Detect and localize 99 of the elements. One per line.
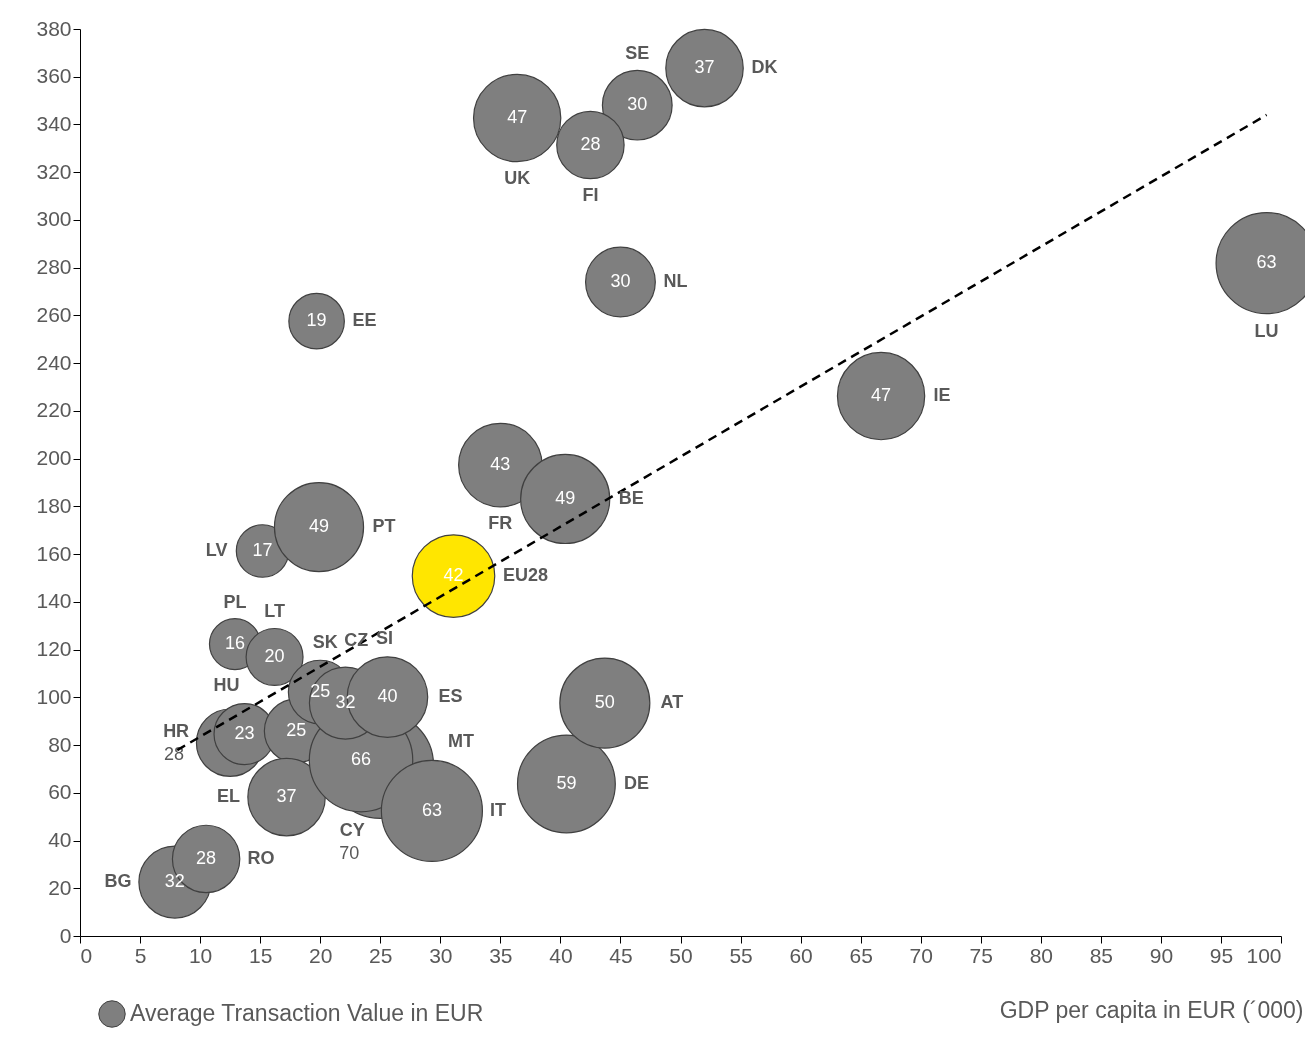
data-label: 30 xyxy=(627,94,648,115)
annotation: EL xyxy=(217,786,241,807)
data-label: 23 xyxy=(234,723,255,744)
data-label: 19 xyxy=(306,310,327,331)
y-tick-label: 280 xyxy=(36,255,72,279)
data-label: 49 xyxy=(308,516,330,537)
annotation: HR xyxy=(163,720,190,741)
x-tick-label: 75 xyxy=(969,943,993,967)
data-label: 28 xyxy=(164,743,185,764)
data-label: 16 xyxy=(224,633,245,654)
data-label: 30 xyxy=(610,271,631,292)
data-label: 63 xyxy=(1256,252,1277,273)
y-tick-label: 140 xyxy=(36,589,72,613)
annotation: UK xyxy=(504,168,531,189)
y-tick-label: 200 xyxy=(36,446,72,470)
y-tick-label: 320 xyxy=(36,159,72,183)
x-tick-label: 100 xyxy=(1246,943,1282,967)
x-tick-label: 60 xyxy=(789,943,813,967)
data-label: 28 xyxy=(196,847,217,868)
annotation: AT xyxy=(660,692,684,713)
x-tick-label: 95 xyxy=(1209,943,1234,967)
data-label: 17 xyxy=(252,540,273,560)
annotation: PL xyxy=(223,592,247,613)
annotation: SI xyxy=(375,628,393,649)
data-label: 37 xyxy=(276,786,297,807)
y-tick-label: 120 xyxy=(36,637,72,661)
annotation: SK xyxy=(312,631,338,652)
annotation: HU xyxy=(213,675,240,696)
y-tick-label: 220 xyxy=(36,398,72,422)
annotation: LU xyxy=(1254,321,1279,342)
annotation: DK xyxy=(751,57,778,78)
annotation: EE xyxy=(352,310,377,331)
annotation: LT xyxy=(264,600,285,621)
annotation: LV xyxy=(205,540,228,560)
x-tick-label: 55 xyxy=(729,943,753,967)
annotation: SE xyxy=(625,43,650,64)
data-label: 32 xyxy=(335,692,356,713)
x-tick-label: 90 xyxy=(1149,943,1174,967)
annotation: FR xyxy=(488,513,513,534)
x-tick-label: 10 xyxy=(188,943,213,967)
annotation: IE xyxy=(933,385,951,406)
data-label: 47 xyxy=(871,385,892,406)
data-label: 49 xyxy=(555,487,576,508)
annotation: FI xyxy=(582,185,599,205)
y-tick-label: 360 xyxy=(36,64,72,88)
y-tick-label: 20 xyxy=(48,875,72,899)
annotation: PT xyxy=(372,516,396,537)
annotation: DE xyxy=(623,772,649,793)
data-label: 42 xyxy=(443,565,464,586)
x-axis-title: GDP per capita in EUR (´000) xyxy=(999,996,1304,1023)
annotation: CY xyxy=(339,820,365,841)
y-tick-label: 100 xyxy=(36,684,72,708)
x-tick-label: 0 xyxy=(80,943,93,967)
y-tick-label: 40 xyxy=(48,828,72,852)
annotation: BE xyxy=(618,487,644,508)
x-tick-label: 70 xyxy=(909,943,933,967)
y-tick-label: 0 xyxy=(59,923,72,947)
data-label: 40 xyxy=(377,686,398,707)
annotation: MT xyxy=(448,731,475,752)
data-label: 25 xyxy=(286,719,307,740)
data-label: 70 xyxy=(339,843,360,864)
data-label: 59 xyxy=(556,772,577,793)
x-tick-label: 35 xyxy=(489,943,513,967)
annotation: IT xyxy=(489,799,506,820)
data-label: 32 xyxy=(164,871,185,892)
annotation: CZ xyxy=(344,630,369,651)
y-tick-label: 300 xyxy=(36,207,72,231)
x-tick-label: 65 xyxy=(849,943,873,967)
data-label: 43 xyxy=(490,454,511,475)
x-tick-label: 25 xyxy=(369,943,393,967)
x-tick-label: 85 xyxy=(1089,943,1114,967)
x-tick-label: 30 xyxy=(429,943,453,967)
legend-label: Average Transaction Value in EUR xyxy=(130,1000,484,1026)
data-label: 28 xyxy=(580,134,601,154)
data-label: 47 xyxy=(507,107,528,128)
y-tick-label: 80 xyxy=(48,732,72,756)
data-label: 37 xyxy=(694,57,715,78)
annotation: ES xyxy=(438,686,463,707)
y-tick-label: 340 xyxy=(36,111,72,135)
data-label: 20 xyxy=(264,645,285,666)
data-label: 25 xyxy=(310,681,331,702)
x-tick-label: 15 xyxy=(248,943,273,967)
annotation: BG xyxy=(104,871,132,892)
x-tick-label: 40 xyxy=(549,943,573,967)
x-tick-label: 5 xyxy=(134,943,147,967)
annotation: RO xyxy=(247,847,275,868)
x-tick-label: 50 xyxy=(669,943,693,967)
annotation: NL xyxy=(663,271,688,292)
y-tick-label: 380 xyxy=(36,16,72,40)
annotation: EU28 xyxy=(503,565,549,586)
y-tick-label: 240 xyxy=(36,350,72,374)
y-tick-label: 180 xyxy=(36,493,72,517)
x-tick-label: 80 xyxy=(1029,943,1053,967)
y-tick-label: 260 xyxy=(36,302,72,326)
x-tick-label: 45 xyxy=(609,943,633,967)
y-tick-label: 160 xyxy=(36,541,72,565)
x-tick-label: 20 xyxy=(309,943,333,967)
data-label: 50 xyxy=(594,692,615,713)
y-tick-label: 60 xyxy=(48,780,72,804)
